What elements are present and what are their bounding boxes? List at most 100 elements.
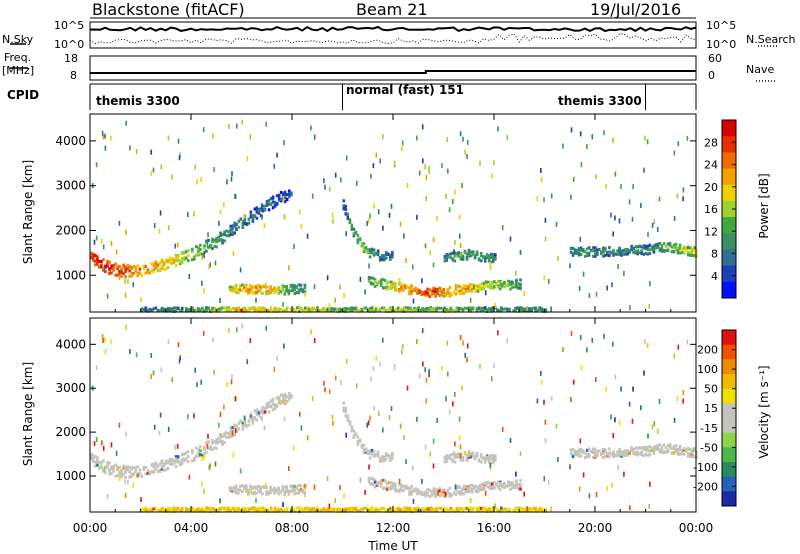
velocity-cell [497, 486, 500, 490]
velocity-cell [148, 508, 152, 511]
velocity-cell [428, 488, 431, 492]
power-cell [445, 257, 449, 261]
power-cell [144, 265, 148, 268]
power-cell [263, 204, 267, 208]
power-cell [473, 254, 477, 258]
velocity-cell [690, 452, 694, 455]
power-cell [90, 253, 93, 257]
power-cell [221, 240, 224, 244]
velocity-cell [464, 490, 468, 494]
power-cell [156, 309, 160, 312]
power-cell [499, 283, 502, 287]
power-cell [428, 169, 430, 175]
power-cell [682, 196, 684, 202]
velocity-cell [656, 447, 660, 451]
velocity-cell [249, 417, 253, 421]
velocity-cell [436, 488, 439, 492]
power-cell [410, 292, 413, 296]
power-cell [205, 249, 208, 253]
power-cell [515, 285, 518, 289]
velocity-cell [356, 383, 358, 389]
power-cell [388, 286, 391, 290]
velocity-cell [662, 443, 666, 447]
power-cell [275, 288, 278, 291]
power-cell [489, 286, 492, 290]
power-cell [124, 292, 127, 298]
power-cell [504, 307, 507, 311]
velocity-cell [257, 411, 261, 415]
power-cell [374, 308, 378, 312]
power-cell [285, 198, 289, 201]
power-cell [223, 239, 226, 243]
velocity-cell [497, 330, 499, 336]
velocity-cell [217, 437, 220, 441]
power-cell [656, 243, 660, 247]
power-cell [228, 123, 230, 129]
velocity-cell [397, 508, 400, 512]
power-cell [328, 308, 331, 312]
power-cell [249, 289, 252, 293]
velocity-cell [253, 416, 257, 420]
velocity-cell [209, 463, 211, 469]
power-cell [368, 263, 370, 269]
velocity-cell [434, 495, 437, 499]
power-cell [602, 250, 605, 254]
velocity-cell [573, 449, 577, 453]
velocity-cell [205, 450, 208, 454]
velocity-cell [604, 454, 607, 458]
power-cell [612, 231, 614, 237]
power-cell [433, 308, 436, 312]
power-cell [410, 284, 413, 288]
velocity-cell [207, 506, 210, 510]
power-cell [454, 240, 456, 245]
power-cell [376, 253, 380, 257]
power-cell [213, 238, 216, 242]
velocity-cell [491, 487, 494, 490]
power-cell [127, 278, 129, 284]
power-cbar-label: Power [dB] [757, 173, 771, 238]
velocity-cell [237, 427, 241, 431]
velocity-cell [276, 355, 278, 361]
power-cell [234, 283, 238, 287]
velocity-cell [644, 448, 648, 452]
power-cell [544, 236, 547, 242]
velocity-cell [456, 484, 460, 488]
power-cell [435, 309, 438, 313]
velocity-cell [497, 480, 500, 484]
power-cell [231, 233, 234, 236]
power-cell [227, 230, 230, 234]
velocity-cell [152, 471, 156, 474]
power-cell [112, 266, 115, 270]
velocity-cell [485, 508, 489, 512]
velocity-cell [443, 506, 447, 510]
velocity-cell [513, 484, 516, 487]
velocity-cell [389, 454, 392, 458]
velocity-cell [372, 449, 376, 453]
velocity-cell [425, 509, 428, 513]
power-cell [330, 307, 333, 311]
velocity-cell [269, 491, 272, 495]
velocity-cell [519, 451, 522, 457]
velocity-cell [379, 361, 381, 367]
velocity-cell [348, 509, 352, 513]
power-cell [235, 308, 238, 312]
power-cell [180, 257, 184, 261]
velocity-cell [490, 507, 493, 511]
power-cell [448, 286, 452, 290]
velocity-cell [110, 465, 113, 469]
velocity-cell [470, 488, 474, 492]
power-cell [180, 260, 184, 264]
power-cell [406, 285, 409, 288]
power-cell [168, 307, 172, 311]
power-cell [642, 252, 646, 256]
power-cell [642, 244, 646, 248]
power-cell [403, 306, 406, 310]
velocity-cell [303, 484, 307, 488]
velocity-cell [283, 490, 286, 493]
power-cell [158, 228, 161, 234]
velocity-cell [481, 508, 485, 512]
velocity-cell [452, 491, 456, 495]
power-cell [690, 250, 694, 254]
velocity-cell [92, 460, 95, 464]
velocity-cell [514, 508, 517, 511]
